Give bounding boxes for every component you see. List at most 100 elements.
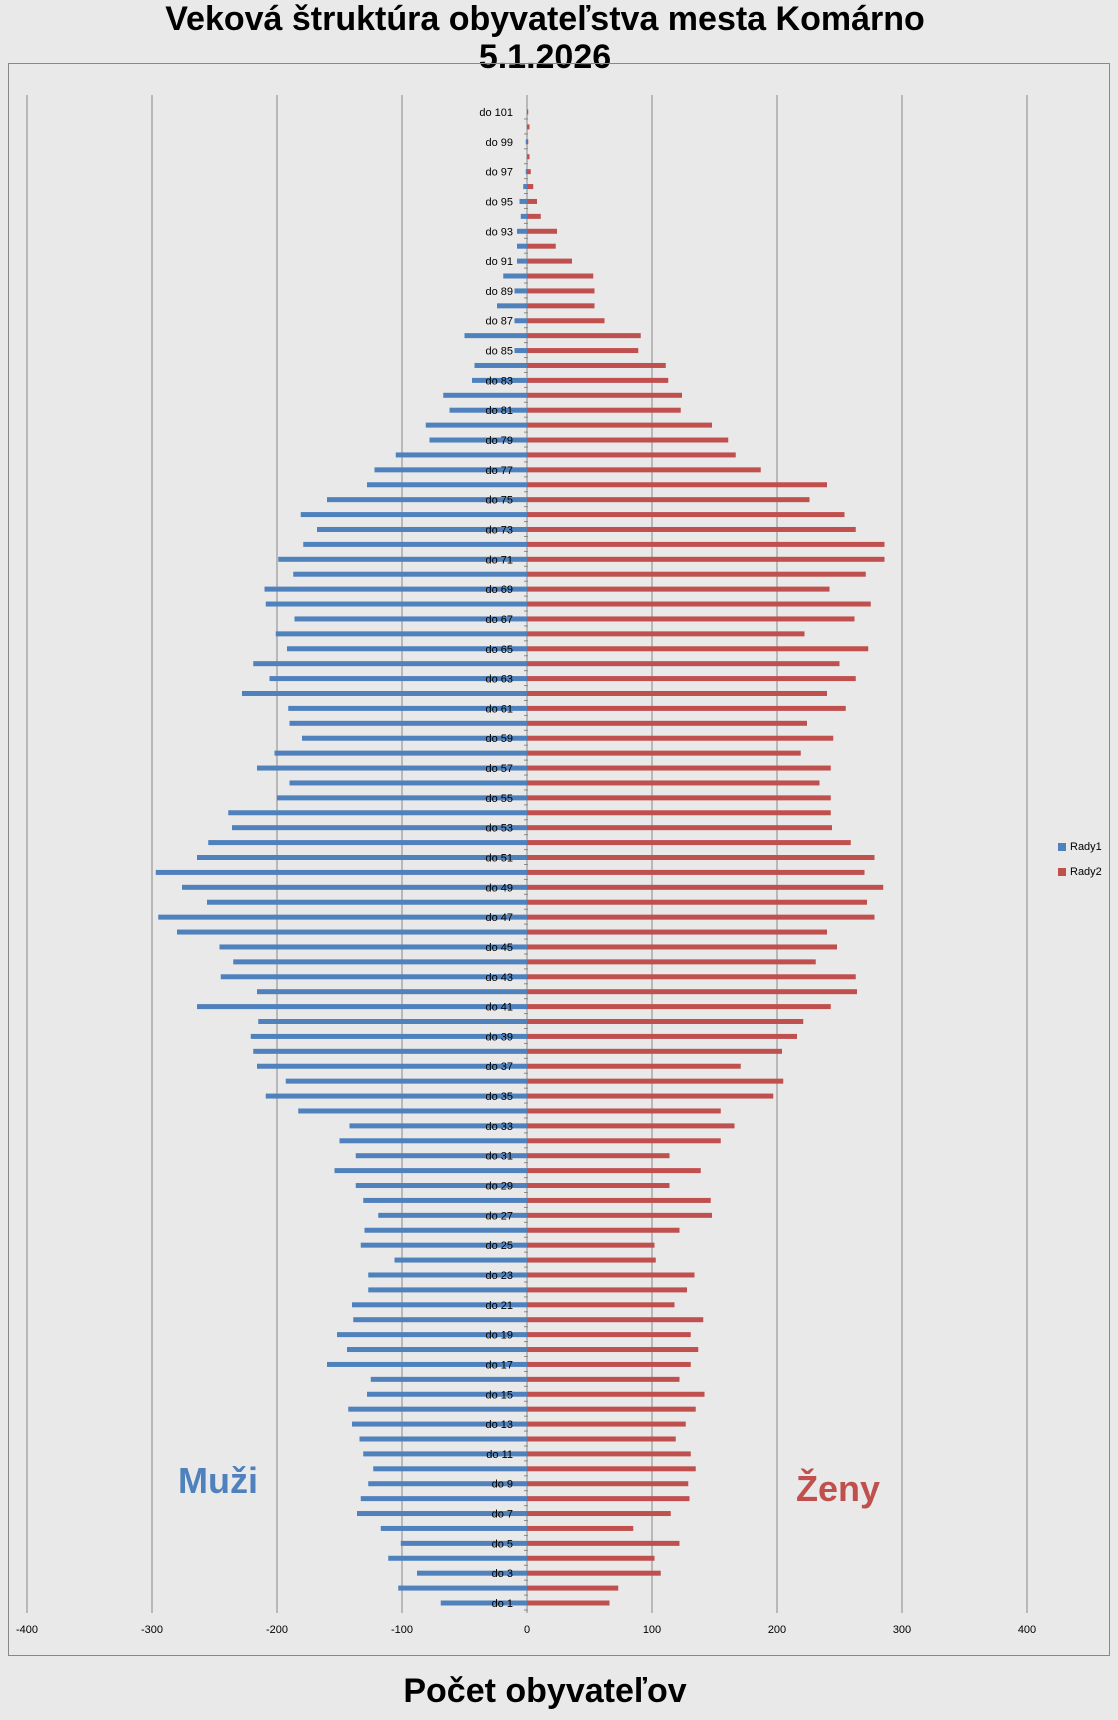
bar-rady2-do-68 [527,601,871,607]
bar-rady2-do-4 [527,1555,655,1561]
bar-rady2-do-50 [527,869,865,875]
bar-rady1-do-3 [417,1570,527,1576]
bar-rady1-do-55 [277,795,527,801]
bar-rady1-do-12 [359,1436,527,1442]
y-tick-label: do 81 [485,405,513,417]
bar-rady2-do-30 [527,1168,701,1174]
bar-rady2-do-32 [527,1138,721,1144]
bar-rady2-do-76 [527,482,827,488]
bar-rady1-do-5 [400,1540,527,1546]
bar-rady2-do-93 [527,228,557,234]
annotation-zeny: Ženy [796,1468,881,1509]
bar-rady1-do-94 [520,213,527,219]
y-tick-label: do 61 [485,703,513,715]
bar-rady1-do-11 [363,1451,527,1457]
bar-rady1-do-44 [233,959,527,965]
y-tick-label: do 11 [486,1449,513,1461]
bar-rady1-do-92 [517,243,527,249]
bar-rady1-do-4 [388,1555,527,1561]
bar-rady2-do-13 [527,1421,686,1427]
bar-rady2-do-40 [527,1019,804,1025]
bar-rady2-do-97 [527,169,531,175]
y-tick-label: do 37 [485,1061,513,1073]
y-tick-label: do 65 [485,644,513,656]
bar-rady1-do-35 [265,1093,527,1099]
bar-rady1-do-46 [177,929,527,935]
bar-rady2-do-49 [527,884,884,890]
y-tick-label: do 3 [492,1568,513,1580]
bar-rady2-do-53 [527,825,832,831]
y-tick-label: do 91 [485,256,513,268]
bar-rady1-do-33 [349,1123,527,1129]
bar-rady2-do-64 [527,661,840,667]
y-tick-label: do 9 [492,1479,513,1491]
bar-rady1-do-72 [303,541,527,547]
bar-rady2-do-8 [527,1496,690,1502]
bar-rady1-do-14 [348,1406,527,1412]
bar-rady2-do-86 [527,333,641,339]
bar-rady2-do-6 [527,1525,634,1531]
bar-rady1-do-89 [514,288,527,294]
bar-rady2-do-26 [527,1227,680,1233]
bar-rady2-do-72 [527,541,885,547]
legend-label: Rady1 [1070,841,1102,853]
bar-rady1-do-6 [380,1525,527,1531]
bar-rady1-do-23 [368,1272,527,1278]
bar-rady2-do-100 [527,124,530,130]
y-tick-label: do 13 [485,1419,513,1431]
bar-rady1-do-24 [394,1257,527,1263]
bar-rady1-do-8 [360,1496,527,1502]
bar-rady2-do-59 [527,735,834,741]
bar-rady2-do-41 [527,1004,831,1010]
y-tick-label: do 93 [485,226,513,238]
bar-rady1-do-39 [250,1033,527,1039]
bar-rady1-do-49 [182,884,527,890]
bar-rady1-do-34 [298,1108,527,1114]
bar-rady1-do-96 [523,184,527,190]
bar-rady2-do-78 [527,452,736,458]
bar-rady2-do-70 [527,571,866,577]
bar-rady2-do-14 [527,1406,696,1412]
y-tick-label: do 59 [485,733,513,745]
bar-rady2-do-11 [527,1451,691,1457]
bar-rady2-do-24 [527,1257,656,1263]
bar-rady1-do-13 [352,1421,527,1427]
bar-rady1-do-81 [449,407,527,413]
bar-rady2-do-71 [527,556,885,562]
bar-rady2-do-84 [527,362,666,368]
bar-rady2-do-48 [527,899,867,905]
bar-rady1-do-95 [519,198,527,204]
bar-rady2-do-15 [527,1391,705,1397]
y-tick-label: do 31 [485,1151,513,1163]
bar-rady1-do-19 [337,1332,527,1338]
bar-rady1-do-20 [353,1317,527,1323]
bar-rady1-do-43 [220,974,527,980]
bar-rady1-do-58 [274,750,527,756]
bar-rady2-do-39 [527,1033,797,1039]
bar-rady1-do-90 [503,273,527,279]
bar-rady2-do-45 [527,944,837,950]
bar-rady2-do-51 [527,855,875,860]
bar-rady1-do-18 [347,1347,527,1353]
bar-rady2-do-38 [527,1048,782,1054]
bar-rady1-do-79 [429,437,527,443]
bar-rady1-do-99 [525,139,527,145]
subtitle-line: 5.1.2026 [478,38,612,76]
bar-rady2-do-61 [527,705,846,711]
legend-item-rady2: Rady2 [1058,866,1102,878]
bar-rady2-do-18 [527,1347,699,1353]
bar-rady1-do-77 [374,467,527,473]
bar-rady2-do-67 [527,616,855,622]
bar-rady1-do-85 [514,348,527,354]
bar-rady1-do-53 [232,825,527,831]
bar-rady1-do-1 [440,1600,527,1606]
bar-rady1-do-64 [253,661,527,667]
bar-rady1-do-60 [289,720,527,726]
bar-rady1-do-36 [285,1078,527,1084]
bar-rady2-do-35 [527,1093,774,1099]
bar-rady2-do-47 [527,914,875,920]
bar-rady1-do-38 [253,1048,527,1054]
y-tick-label: do 1 [492,1598,513,1610]
x-tick-label: 100 [643,1624,661,1636]
bar-rady1-do-97 [525,169,527,175]
